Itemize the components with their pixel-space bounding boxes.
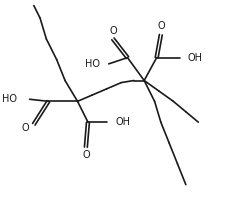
Text: O: O <box>109 26 117 35</box>
Text: O: O <box>157 21 165 31</box>
Text: HO: HO <box>86 59 100 69</box>
Text: OH: OH <box>188 53 203 63</box>
Text: HO: HO <box>2 94 17 104</box>
Text: OH: OH <box>115 117 130 127</box>
Text: O: O <box>82 150 90 161</box>
Text: O: O <box>22 123 29 133</box>
